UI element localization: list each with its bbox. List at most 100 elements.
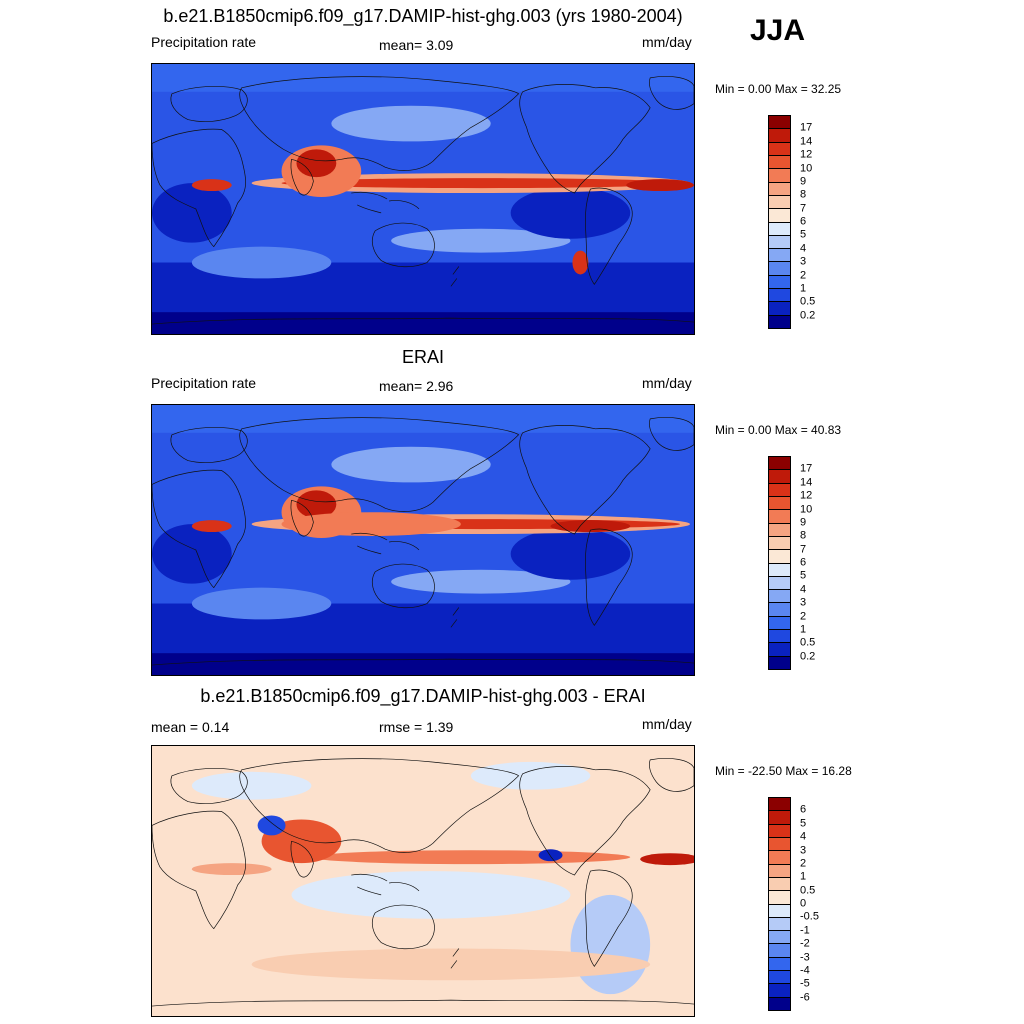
panel-3-minmax: Min = -22.50 Max = 16.28 xyxy=(715,764,852,778)
panel-1-units: mm/day xyxy=(642,34,692,50)
coastline xyxy=(152,810,247,930)
monsoon-core xyxy=(296,149,337,178)
northern-band xyxy=(152,64,694,92)
colorbar-tick-label: 0 xyxy=(800,897,807,910)
itcz-core xyxy=(281,178,681,189)
colorbar-swatch xyxy=(769,550,790,564)
colorbar-swatch xyxy=(769,656,790,669)
panel-1-colorbar xyxy=(768,115,791,329)
panel-3-colorbar-labels: 6 5 4 3 2 1 0.5 0 -0.5 -1 -2 -3 -4 -5 -6 xyxy=(800,797,840,1011)
colorbar-tick-label: 17 xyxy=(800,121,813,134)
coastline xyxy=(170,86,248,122)
colorbar-swatch xyxy=(769,931,790,945)
colorbar-swatch xyxy=(769,811,790,825)
colorbar-tick-label: 1 xyxy=(800,870,807,883)
colorbar-swatch xyxy=(769,590,790,604)
colorbar-tick-label: 5 xyxy=(800,817,807,830)
panel-3-title: b.e21.B1850cmip6.f09_g17.DAMIP-hist-ghg.… xyxy=(200,686,646,706)
panel-2-colorbar xyxy=(768,456,791,670)
colorbar-tick-label: -2 xyxy=(800,937,810,950)
coastline xyxy=(290,499,314,537)
colorbar-swatch xyxy=(769,917,790,932)
coastline xyxy=(585,528,633,626)
coastline xyxy=(649,75,694,110)
colorbar-tick-label: 1 xyxy=(800,623,807,636)
colorbar-swatch xyxy=(769,616,790,631)
coastline xyxy=(450,266,460,287)
african-rain-band xyxy=(191,179,232,192)
colorbar-tick-label: 9 xyxy=(800,175,807,188)
colorbar-tick-label: 0.5 xyxy=(800,636,816,649)
andes-peak xyxy=(572,250,589,275)
colorbar-swatch xyxy=(769,904,790,918)
coastline xyxy=(152,999,694,1007)
coastline xyxy=(371,563,435,609)
coastline xyxy=(519,766,651,876)
colorbar-tick-label: 14 xyxy=(800,135,813,148)
colorbar-swatch xyxy=(769,603,790,617)
negative-patch xyxy=(191,771,312,800)
colorbar-tick-label: 3 xyxy=(800,255,807,268)
panel-2-mean: mean= 2.96 xyxy=(379,378,454,394)
african-rain-band xyxy=(191,520,232,533)
colorbar-tick-label: 1 xyxy=(800,282,807,295)
coastline xyxy=(649,757,694,792)
south-pacific-negative xyxy=(291,871,571,919)
panel-2-map xyxy=(151,404,695,676)
polar-band xyxy=(152,312,694,334)
panel-2-minmax: Min = 0.00 Max = 40.83 xyxy=(715,423,842,437)
east-pacific-dry-zone xyxy=(510,187,631,239)
panel-3-rmse: rmse = 1.39 xyxy=(379,719,454,735)
east-pacific-itcz xyxy=(550,520,631,533)
coastline xyxy=(371,904,435,950)
colorbar-swatch xyxy=(769,984,790,998)
colorbar-swatch xyxy=(769,249,790,263)
colorbar-swatch xyxy=(769,864,790,878)
coastline xyxy=(170,768,248,804)
panel-3-map xyxy=(151,745,695,1017)
coastline xyxy=(239,76,520,171)
coastline xyxy=(290,840,314,878)
colorbar-tick-label: 6 xyxy=(800,556,807,569)
colorbar-tick-label: 4 xyxy=(800,830,807,843)
panel-2-colorbar-labels: 17 14 12 10 9 8 7 6 5 4 3 2 1 0.5 0.2 xyxy=(800,456,840,670)
colorbar-swatch xyxy=(769,457,790,471)
colorbar-swatch xyxy=(769,302,790,316)
colorbar-swatch xyxy=(769,523,790,537)
colorbar-tick-label: 10 xyxy=(800,162,813,174)
colorbar-swatch xyxy=(769,957,790,972)
itcz-positive xyxy=(311,850,631,865)
colorbar-tick-label: 5 xyxy=(800,228,807,241)
spcz-branch xyxy=(391,228,571,253)
atlantic-dry-zone xyxy=(152,183,232,243)
colorbar-swatch xyxy=(769,997,790,1010)
panel-2-variable-label: Precipitation rate xyxy=(151,375,257,391)
coastline xyxy=(239,417,520,512)
colorbar-swatch xyxy=(769,643,790,657)
colorbar-tick-label: 10 xyxy=(800,503,813,515)
monsoon-negative xyxy=(257,815,286,836)
colorbar-swatch xyxy=(769,169,790,183)
colorbar-swatch xyxy=(769,891,790,905)
colorbar-tick-label: 7 xyxy=(800,202,807,215)
colorbar-tick-label: 5 xyxy=(800,569,807,582)
colorbar-swatch xyxy=(769,877,790,892)
colorbar-swatch xyxy=(769,289,790,303)
coastline xyxy=(585,187,633,285)
colorbar-swatch xyxy=(769,563,790,577)
coastline xyxy=(290,158,314,196)
atlantic-dry-zone xyxy=(152,524,232,584)
colorbar-swatch xyxy=(769,496,790,511)
colorbar-swatch xyxy=(769,275,790,290)
colorbar-swatch xyxy=(769,142,790,156)
colorbar-tick-label: 8 xyxy=(800,529,807,542)
colorbar-swatch xyxy=(769,195,790,210)
colorbar-swatch xyxy=(769,576,790,591)
colorbar-swatch xyxy=(769,483,790,497)
colorbar-tick-label: -4 xyxy=(800,964,810,977)
south-america-negative xyxy=(570,894,651,995)
panel-1-title: b.e21.B1850cmip6.f09_g17.DAMIP-hist-ghg.… xyxy=(163,6,683,26)
colorbar-tick-label: 12 xyxy=(800,148,813,161)
colorbar-swatch xyxy=(769,971,790,985)
colorbar-swatch xyxy=(769,222,790,236)
